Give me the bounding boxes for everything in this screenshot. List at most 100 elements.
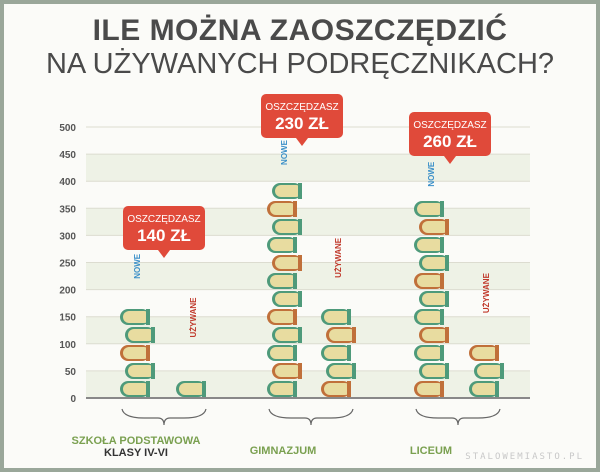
book-pages <box>417 239 444 251</box>
book-pages <box>417 383 444 395</box>
book-pages <box>324 383 351 395</box>
book-spine <box>440 381 444 397</box>
callout-value: 140 ZŁ <box>137 226 191 245</box>
grid-band <box>86 262 530 290</box>
book-spine <box>293 345 297 361</box>
book-pages <box>417 347 444 359</box>
book-pages <box>128 365 155 377</box>
book-pages <box>422 293 449 305</box>
watermark: STALOWEMIASTO.PL <box>465 452 584 462</box>
book-spine <box>347 309 351 325</box>
book-pages <box>422 257 449 269</box>
book-pages <box>275 329 302 341</box>
series-label-0: NOWE <box>427 161 436 187</box>
y-tick-label: 50 <box>65 367 77 378</box>
book-spine <box>298 327 302 343</box>
y-tick-label: 200 <box>59 286 76 297</box>
group-brace <box>121 408 207 426</box>
y-tick-label: 150 <box>59 313 76 324</box>
series-label-1: UŻYWANE <box>189 297 198 338</box>
book-pages <box>275 221 302 233</box>
y-tick-label: 400 <box>59 177 76 188</box>
series-label-1: UŻYWANE <box>482 272 491 313</box>
book-spine <box>445 255 449 271</box>
series-label-0: NOWE <box>280 139 289 165</box>
callout-pointer <box>296 138 308 146</box>
y-tick-label: 300 <box>59 231 76 242</box>
book-spine <box>445 291 449 307</box>
book-spine <box>495 381 499 397</box>
book-spine <box>146 345 150 361</box>
infographic: ILE MOŻNA ZAOSZCZĘDZIĆ NA UŻYWANYCH PODR… <box>4 4 596 468</box>
callout-box <box>261 94 343 138</box>
category-label-1: GIMNAZJUM <box>249 445 317 457</box>
y-tick-label: 450 <box>59 150 76 161</box>
book-pages <box>270 275 297 287</box>
book-spine <box>298 219 302 235</box>
title-line-1: ILE MOŻNA ZAOSZCZĘDZIĆ <box>92 14 508 47</box>
book-pages <box>123 311 150 323</box>
book-pages <box>275 365 302 377</box>
book-spine <box>293 381 297 397</box>
callout-box <box>409 112 491 156</box>
book-spine <box>347 345 351 361</box>
callout-label: OSZCZĘDZASZ <box>413 120 486 131</box>
book-spine <box>495 345 499 361</box>
book-spine <box>445 363 449 379</box>
book-spine <box>293 273 297 289</box>
book-pages <box>128 329 155 341</box>
book-pages <box>275 185 302 197</box>
book-spine <box>347 381 351 397</box>
book-spine <box>293 237 297 253</box>
series-label-0: NOWE <box>133 253 142 279</box>
book-spine <box>445 327 449 343</box>
book-pages <box>417 311 444 323</box>
book-spine <box>146 309 150 325</box>
book-pages <box>123 383 150 395</box>
book-pages <box>477 365 504 377</box>
book-pages <box>329 365 356 377</box>
book-pages <box>270 203 297 215</box>
book-pages <box>329 329 356 341</box>
y-tick-label: 350 <box>59 204 76 215</box>
book-pages <box>270 383 297 395</box>
book-spine <box>202 381 206 397</box>
book-pages <box>270 347 297 359</box>
book-spine <box>298 255 302 271</box>
book-spine <box>151 363 155 379</box>
callout-pointer <box>444 156 456 164</box>
book-spine <box>440 237 444 253</box>
book-pages <box>275 257 302 269</box>
book-spine <box>440 309 444 325</box>
callout-pointer <box>158 250 170 258</box>
book-spine <box>293 201 297 217</box>
group-brace <box>268 408 354 426</box>
book-pages <box>417 203 444 215</box>
book-spine <box>445 219 449 235</box>
book-pages <box>324 311 351 323</box>
book-pages <box>123 347 150 359</box>
y-tick-label: 0 <box>70 394 76 405</box>
chart: 0 50 100 150 200 250 300 350 400 450 500 NOWE NOWE NO… <box>59 94 530 426</box>
book-pages <box>324 347 351 359</box>
book-pages <box>275 293 302 305</box>
book-pages <box>179 383 206 395</box>
callout-box <box>123 206 205 250</box>
category-label-0: SZKOŁA PODSTAWOWA KLASY IV-VI <box>71 435 201 459</box>
book-pages <box>417 275 444 287</box>
callout-label: OSZCZĘDZASZ <box>265 102 338 113</box>
category-label-2: LICEUM <box>409 445 453 457</box>
callout-value: 260 ZŁ <box>423 132 477 151</box>
book-pages <box>472 347 499 359</box>
book-spine <box>298 363 302 379</box>
grid-band <box>86 370 530 398</box>
book-pages <box>422 221 449 233</box>
book-pages <box>270 239 297 251</box>
book-spine <box>440 273 444 289</box>
y-tick-label: 100 <box>59 340 76 351</box>
book-spine <box>440 345 444 361</box>
book-spine <box>352 363 356 379</box>
book-spine <box>298 291 302 307</box>
grid-band <box>86 154 530 182</box>
grid-band <box>86 316 530 344</box>
